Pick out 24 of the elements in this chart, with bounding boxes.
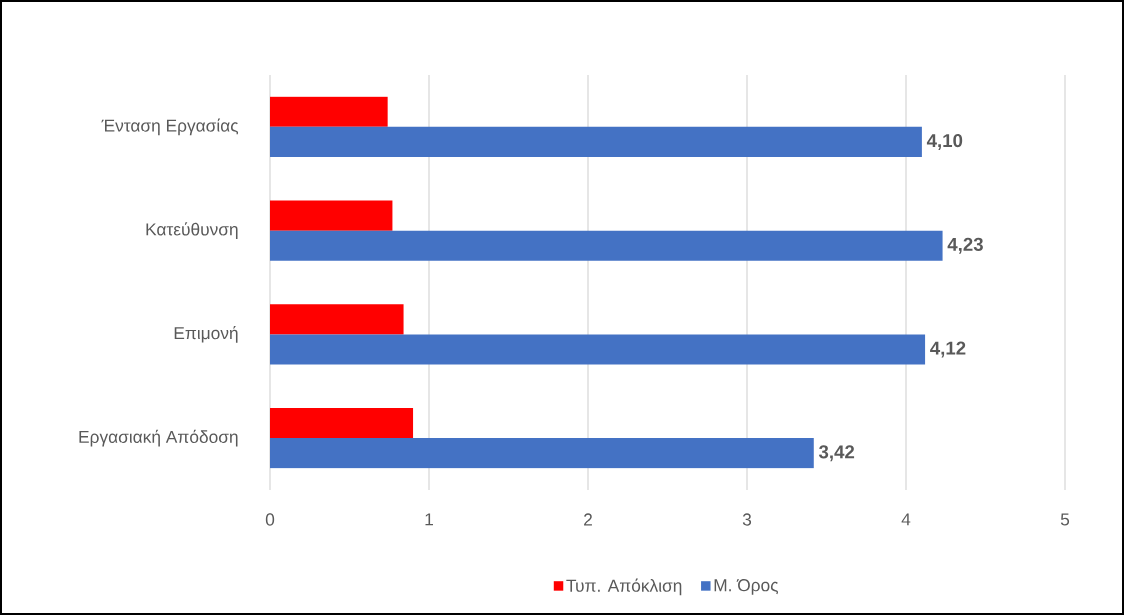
bar (270, 96, 388, 127)
bar (270, 304, 404, 335)
bar (270, 438, 814, 469)
data-label: 4,10 (926, 133, 963, 150)
x-tick-label: 2 (584, 513, 592, 526)
legend-label: Μ. Όρος (714, 579, 778, 595)
y-tick-label: Ένταση Εργασίας (101, 118, 239, 136)
bar (270, 200, 393, 231)
bar (270, 334, 926, 365)
data-label: 4,23 (947, 237, 983, 254)
x-tick-label: 5 (1060, 513, 1070, 526)
y-tick-label: Εργασιακή Απόδοση (79, 429, 238, 447)
data-label: 3,42 (818, 445, 855, 462)
y-tick-label: Επιμονή (174, 326, 238, 343)
data-label: 4,12 (930, 341, 966, 358)
bar (270, 230, 943, 261)
x-tick-label: 1 (425, 513, 433, 526)
y-tick-label: Κατεύθυνση (146, 222, 238, 239)
x-tick-label: 0 (265, 513, 275, 526)
x-tick-label: 3 (742, 513, 752, 526)
bar (270, 126, 922, 157)
legend-label: Τυπ. Απόκλιση (566, 578, 682, 596)
x-tick-label: 4 (901, 513, 911, 526)
bar (270, 408, 414, 439)
